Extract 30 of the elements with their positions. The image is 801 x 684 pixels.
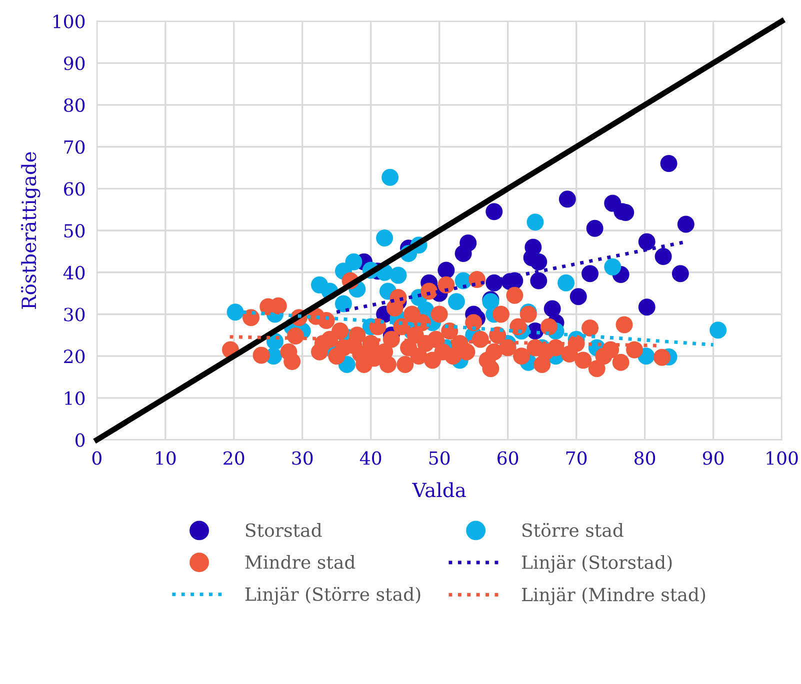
x-tick-label: 50: [429, 451, 450, 465]
legend-label: Större stad: [522, 522, 624, 538]
y-tick-label: 80: [64, 98, 85, 112]
y-tick-label: 50: [64, 224, 85, 238]
legend-label: Storstad: [246, 523, 322, 538]
y-tick-label: 40: [63, 266, 85, 280]
legend-label: Linjär (Större stad): [245, 586, 420, 605]
x-tick-label: 30: [292, 451, 313, 465]
y-tick-label: 100: [54, 14, 85, 28]
y-tick-label: 10: [65, 391, 85, 406]
y-tick-label: 0: [76, 433, 85, 447]
y-axis-title: Röstberättigade: [21, 152, 40, 309]
y-tick-label: 90: [64, 56, 85, 70]
legend-label: Linjär (Mindre stad): [522, 587, 706, 606]
x-tick-label: 80: [634, 451, 656, 465]
y-tick-label: 60: [64, 182, 85, 196]
y-tick-label: 30: [64, 308, 85, 322]
x-tick-label: 0: [92, 451, 102, 465]
x-tick-label: 10: [156, 451, 176, 465]
legend-label: Linjär (Storstad): [522, 554, 672, 573]
y-tick-label: 20: [64, 350, 85, 364]
legend-label: Mindre stad: [245, 554, 356, 569]
x-tick-label: 40: [360, 451, 382, 465]
x-axis-title: Valda: [412, 482, 466, 498]
x-tick-label: 90: [702, 451, 724, 465]
x-tick-label: 100: [766, 451, 798, 465]
x-tick-label: 20: [224, 451, 244, 465]
x-tick-label: 70: [566, 451, 587, 465]
x-tick-label: 60: [498, 451, 518, 465]
y-tick-label: 70: [64, 140, 85, 154]
